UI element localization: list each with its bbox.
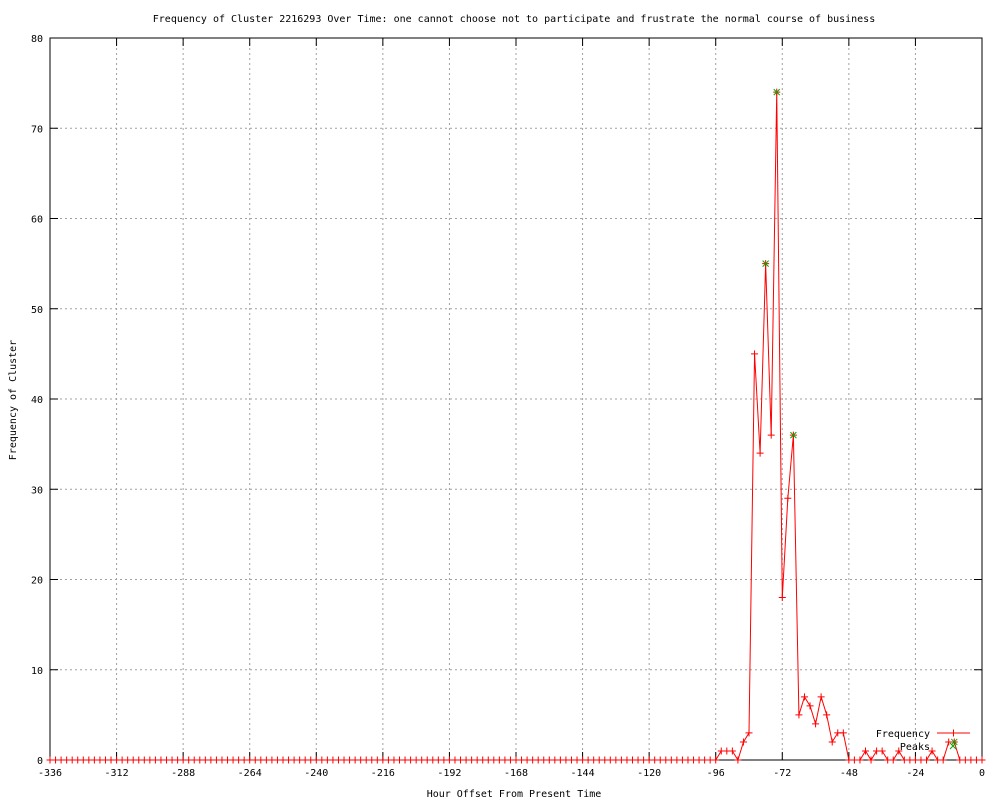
legend: Frequency Peaks xyxy=(876,729,970,753)
frequency-point xyxy=(817,693,825,701)
grid xyxy=(50,38,982,760)
y-tick-label: 50 xyxy=(31,305,43,316)
frequency-point xyxy=(889,756,897,764)
series-layer xyxy=(46,88,986,764)
x-tick-label: -120 xyxy=(637,768,661,779)
x-tick-label: -240 xyxy=(304,768,328,779)
frequency-point xyxy=(895,747,903,755)
frequency-point xyxy=(767,431,775,439)
frequency-point xyxy=(939,756,947,764)
frequency-point xyxy=(839,729,847,737)
y-tick-label: 40 xyxy=(31,395,43,406)
x-tick-label: -48 xyxy=(840,768,858,779)
x-axis-label: Hour Offset From Present Time xyxy=(427,789,602,800)
legend-peaks-label: Peaks xyxy=(900,742,930,753)
frequency-point xyxy=(778,594,786,602)
legend-frequency-label: Frequency xyxy=(876,729,930,740)
frequency-point xyxy=(878,747,886,755)
frequency-point xyxy=(756,449,764,457)
x-tick-label: -144 xyxy=(571,768,595,779)
x-tick-label: -168 xyxy=(504,768,528,779)
frequency-point xyxy=(739,738,747,746)
y-tick-label: 70 xyxy=(31,124,43,135)
frequency-point xyxy=(828,738,836,746)
frequency-point xyxy=(928,747,936,755)
x-tick-label: -24 xyxy=(906,768,924,779)
frequency-point xyxy=(806,702,814,710)
frequency-point xyxy=(734,756,742,764)
chart-title: Frequency of Cluster 2216293 Over Time: … xyxy=(153,14,875,25)
frequency-point xyxy=(978,756,986,764)
x-tick-label: -72 xyxy=(773,768,791,779)
frequency-point xyxy=(812,720,820,728)
y-tick-label: 0 xyxy=(37,756,43,767)
legend-frequency-marker xyxy=(950,729,957,737)
frequency-point xyxy=(745,729,753,737)
frequency-point xyxy=(823,711,831,719)
frequency-point xyxy=(856,756,864,764)
x-tick-label: 0 xyxy=(979,768,985,779)
frequency-point xyxy=(923,756,931,764)
peak-point xyxy=(790,431,797,439)
x-tick-label: -288 xyxy=(171,768,195,779)
frequency-point xyxy=(795,711,803,719)
legend-peaks-marker xyxy=(949,742,957,750)
x-tick-label: -312 xyxy=(105,768,129,779)
peak-point xyxy=(773,88,781,96)
x-tick-label: -264 xyxy=(238,768,262,779)
frequency-point xyxy=(751,350,759,358)
y-tick-label: 10 xyxy=(31,666,43,677)
y-tick-label: 20 xyxy=(31,576,43,587)
y-tick-label: 60 xyxy=(31,215,43,226)
x-tick-label: -336 xyxy=(38,768,62,779)
frequency-point xyxy=(728,747,736,755)
x-tick-label: -216 xyxy=(371,768,395,779)
peak-point xyxy=(950,738,958,746)
y-tick-label: 30 xyxy=(31,485,43,496)
axis-ticks: -336 -312 -288 -264 -240 -216 -192 -168 -144 -120… xyxy=(31,34,985,779)
frequency-point xyxy=(862,747,869,755)
frequency-point xyxy=(800,693,808,701)
frequency-point xyxy=(867,756,875,764)
y-tick-label: 80 xyxy=(31,34,43,45)
y-axis-label: Frequency of Cluster xyxy=(8,340,19,460)
peak-point xyxy=(762,260,769,267)
frequency-point xyxy=(784,494,792,502)
x-tick-label: -192 xyxy=(437,768,461,779)
frequency-point xyxy=(712,756,720,764)
x-tick-label: -96 xyxy=(707,768,725,779)
